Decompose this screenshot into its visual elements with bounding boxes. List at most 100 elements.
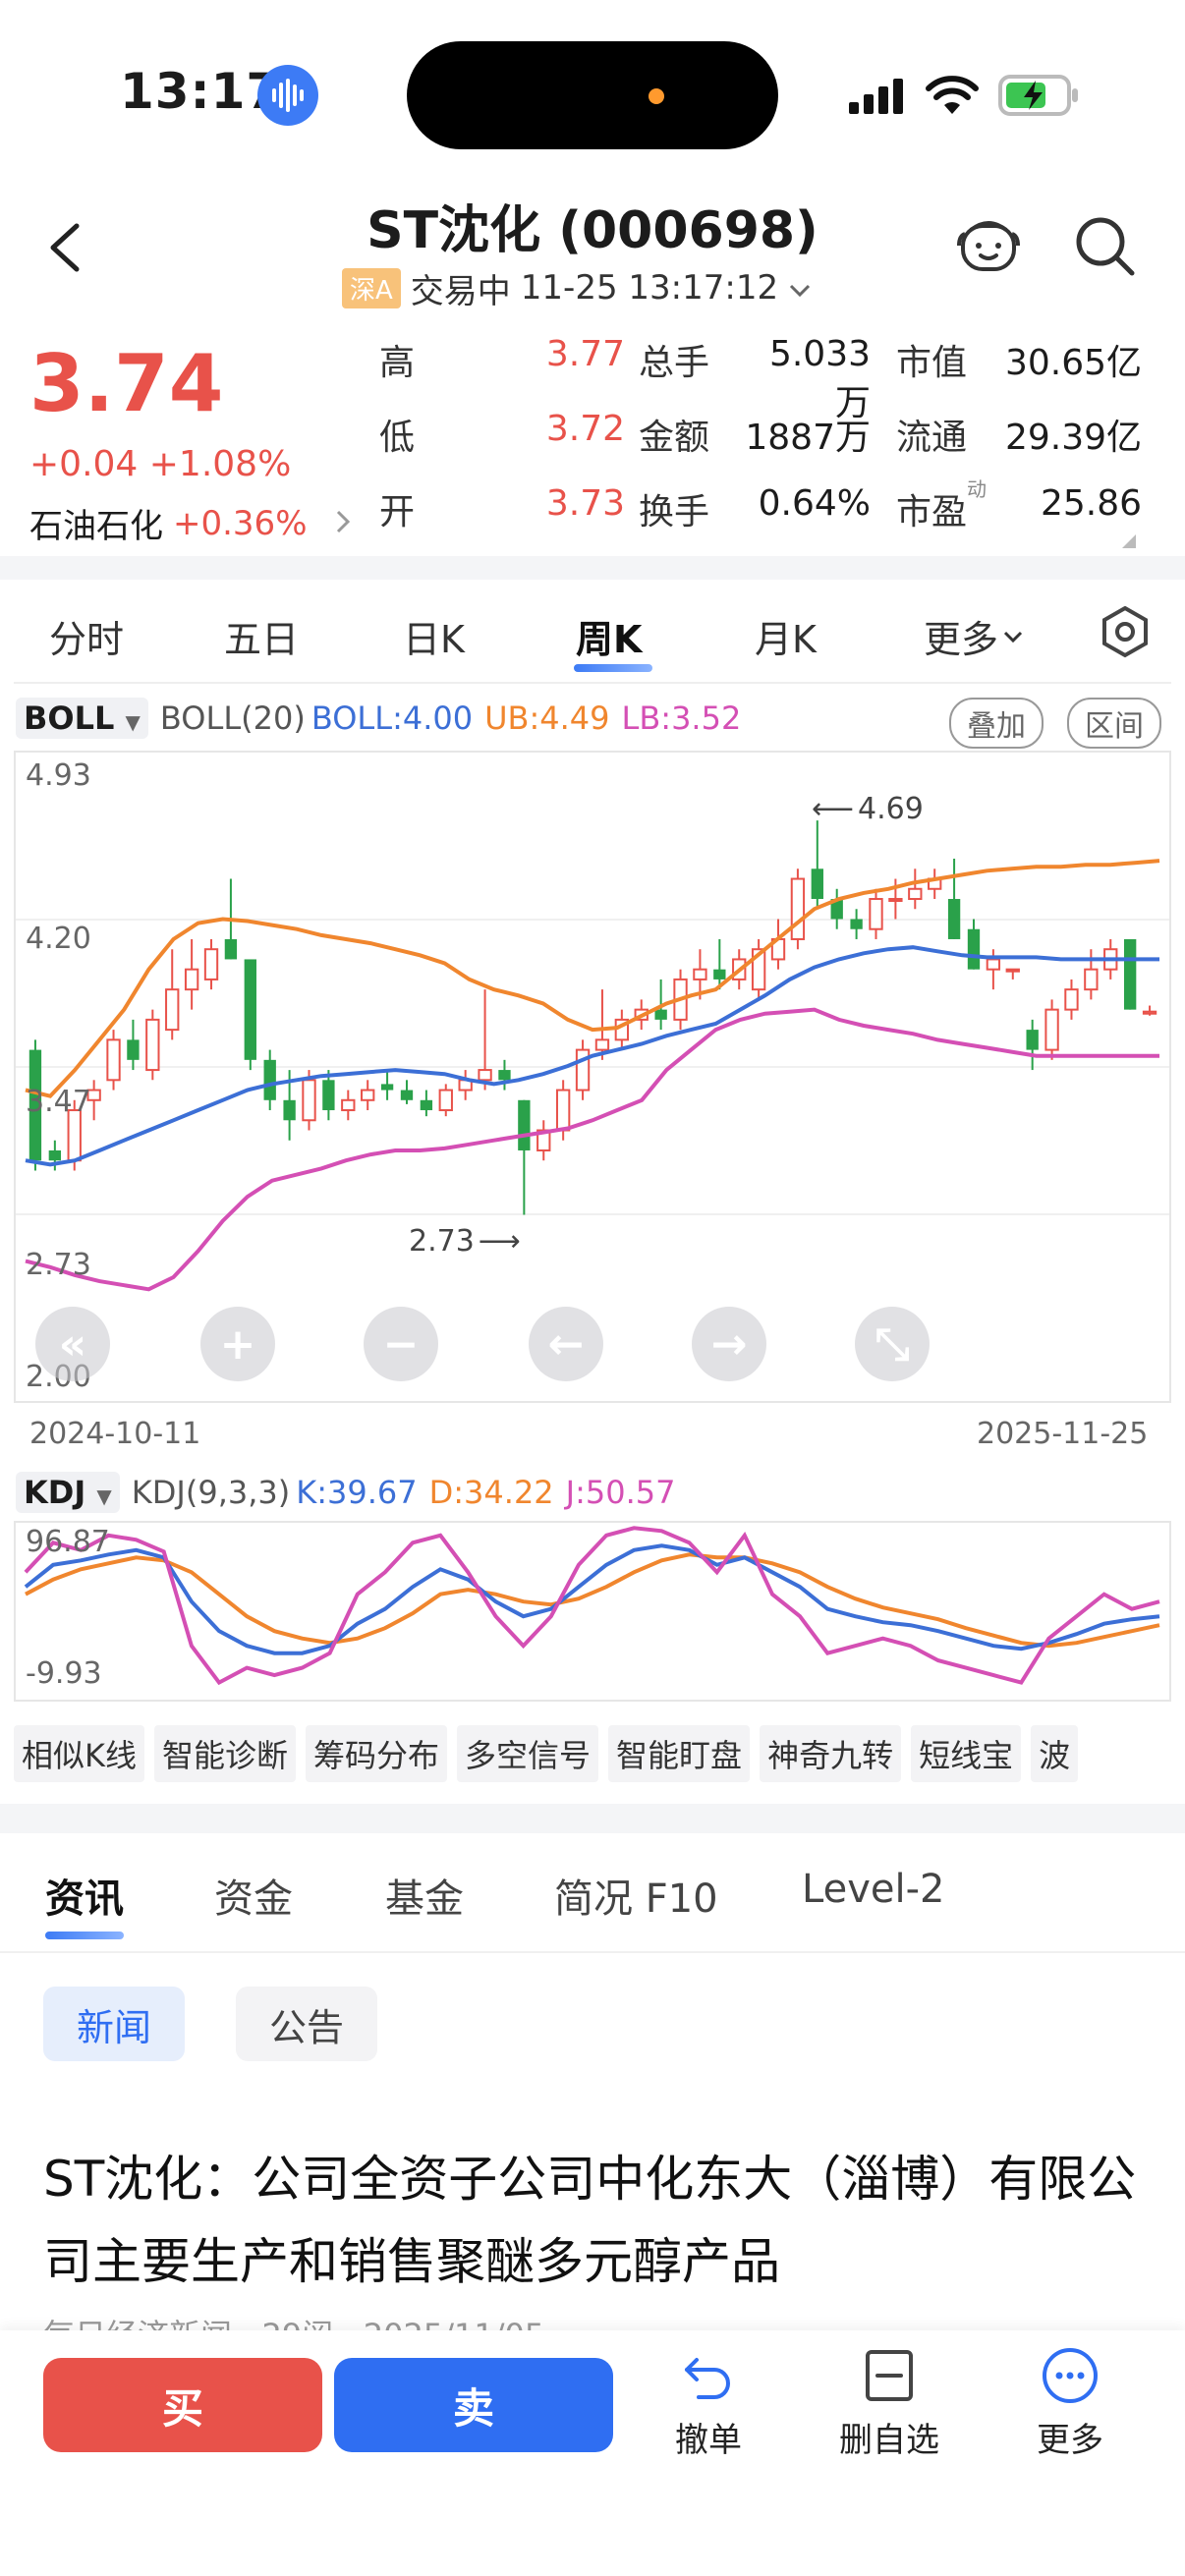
chip-announcement[interactable]: 公告 (236, 1987, 377, 2061)
tab-f10[interactable]: 简况 F10 (554, 1876, 718, 1922)
remove-watch-icon (866, 2350, 913, 2401)
tab-weekly-k[interactable]: 周K (576, 618, 643, 661)
kdj-chart-frame[interactable] (14, 1521, 1171, 1702)
boll-name: BOLL (24, 700, 115, 737)
quote-value: 25.86 (1040, 483, 1142, 524)
boll-ub: UB:4.49 (484, 700, 610, 737)
sell-button[interactable]: 卖 (334, 2358, 613, 2452)
sector-link[interactable]: 石油石化 +0.36% (29, 499, 351, 547)
candle-body (986, 958, 1001, 971)
candle-body (1123, 938, 1137, 1010)
candle-body (478, 1069, 492, 1082)
candle-body (106, 1038, 121, 1082)
quote-label: 市值 (896, 343, 968, 383)
more-dots-icon (1043, 2348, 1098, 2403)
signal-icon (849, 77, 908, 120)
kdj-y-bottom: -9.93 (26, 1656, 102, 1691)
overlay-button[interactable]: 叠加 (949, 698, 1044, 749)
boll-indicator-selector[interactable]: BOLL ▼ (16, 698, 148, 739)
tool-short-term[interactable]: 短线宝 (911, 1725, 1022, 1782)
kdj-j: J:50.57 (565, 1474, 676, 1511)
privacy-indicator (649, 88, 664, 104)
boll-lb-line (25, 1007, 1159, 1292)
kdj-chart[interactable] (16, 1523, 1169, 1700)
candle-body (184, 968, 199, 991)
candle-body (244, 959, 256, 1060)
quote-value: 5.033万 (768, 334, 871, 423)
tool-magic-nine[interactable]: 神奇九转 (760, 1725, 902, 1782)
fullscreen-icon[interactable]: ⤡ (855, 1307, 930, 1381)
zoom-in-icon[interactable]: + (200, 1307, 275, 1381)
tool-similar-k[interactable]: 相似K线 (14, 1725, 144, 1782)
more-actions-button[interactable]: 更多 (1006, 2346, 1134, 2461)
tab-news-info[interactable]: 资讯 (45, 1876, 124, 1922)
quote-value: 0.64% (758, 483, 871, 524)
high-marker: ⟵ 4.69 (812, 792, 924, 826)
tool-smart-watch[interactable]: 智能盯盘 (608, 1725, 751, 1782)
zoom-out-icon[interactable]: − (364, 1307, 438, 1381)
kdj-k: K:39.67 (296, 1474, 418, 1511)
trade-datetime: 11-25 13:17:12 (520, 268, 779, 308)
candle-body (850, 919, 863, 929)
candle-body (86, 1089, 101, 1101)
tab-intraday[interactable]: 分时 (49, 618, 125, 661)
kdj-header: KDJ ▼ KDJ(9,3,3) K:39.67 D:34.22 J:50.57 (16, 1472, 675, 1513)
kline-chart-frame[interactable] (14, 751, 1171, 1403)
tool-smart-diagnosis[interactable]: 智能诊断 (154, 1725, 297, 1782)
tab-active-indicator (574, 664, 652, 672)
quote-grid: 高 3.77 总手 5.033万 市值 30.65亿 低 3.72 金额 188… (379, 334, 1142, 558)
candle-body (361, 1089, 375, 1101)
kline-chart[interactable] (16, 753, 1169, 1401)
candle-body (518, 1099, 531, 1150)
tab-funds-flow[interactable]: 资金 (214, 1876, 293, 1922)
candle-body (1064, 988, 1079, 1011)
chart-settings-icon[interactable] (1099, 605, 1152, 662)
tab-level2[interactable]: Level-2 (802, 1867, 945, 1912)
date-end: 2025-11-25 (977, 1417, 1149, 1451)
tab-fund[interactable]: 基金 (385, 1876, 464, 1922)
rewind-icon[interactable]: « (35, 1307, 110, 1381)
tool-chip-distribution[interactable]: 筹码分布 (306, 1725, 448, 1782)
tool-wave[interactable]: 波 (1031, 1725, 1079, 1782)
candle-body (830, 899, 843, 920)
quote-label: 换手 (639, 492, 710, 532)
cancel-order-button[interactable]: 撤单 (645, 2346, 772, 2461)
kdj-indicator-selector[interactable]: KDJ ▼ (16, 1472, 120, 1513)
candle-body (555, 1089, 571, 1132)
low-marker: 2.73 ⟶ (409, 1224, 521, 1259)
trade-status-line[interactable]: 深A 交易中 11-25 13:17:12 (342, 267, 812, 311)
kdj-y-top: 96.87 (26, 1525, 110, 1559)
candle-body (341, 1098, 356, 1112)
candle-body (498, 1070, 511, 1081)
candle-body (145, 1018, 160, 1072)
quote-value: 3.77 (545, 334, 625, 374)
expand-corner-icon[interactable] (1122, 534, 1136, 548)
boll-mid: BOLL:4.00 (310, 700, 474, 737)
buy-button[interactable]: 买 (43, 2358, 322, 2452)
divider (0, 1951, 1185, 1953)
tab-more[interactable]: 更多 (924, 609, 1024, 663)
date-start: 2024-10-11 (29, 1417, 201, 1451)
tab-monthly-k[interactable]: 月K (755, 618, 817, 661)
back-button[interactable] (45, 222, 85, 273)
kdj-j-line (24, 1526, 1160, 1686)
chip-news[interactable]: 新闻 (43, 1987, 185, 2061)
news-headline[interactable]: ST沈化：公司全资子公司中化东大（淄博）有限公司主要生产和销售聚醚多元醇产品 (43, 2151, 1137, 2290)
candle-body (420, 1099, 433, 1111)
candle-body (908, 887, 923, 901)
low-marker-value: 2.73 (409, 1224, 475, 1259)
range-button[interactable]: 区间 (1067, 698, 1161, 749)
assistant-robot-icon[interactable] (955, 212, 1022, 279)
status-time: 13:17 (120, 63, 282, 120)
remove-watchlist-button[interactable]: 删自选 (825, 2346, 953, 2461)
boll-ub-line (25, 859, 1160, 1098)
tab-five-day[interactable]: 五日 (224, 618, 300, 661)
chevron-down-icon (788, 268, 812, 308)
search-icon[interactable] (1071, 212, 1138, 279)
scroll-right-icon[interactable]: → (692, 1307, 766, 1381)
tab-daily-k[interactable]: 日K (403, 618, 465, 661)
battery-icon (998, 73, 1081, 122)
boll-mid-line (25, 945, 1159, 1167)
tool-long-short-signal[interactable]: 多空信号 (457, 1725, 599, 1782)
scroll-left-icon[interactable]: ← (529, 1307, 603, 1381)
